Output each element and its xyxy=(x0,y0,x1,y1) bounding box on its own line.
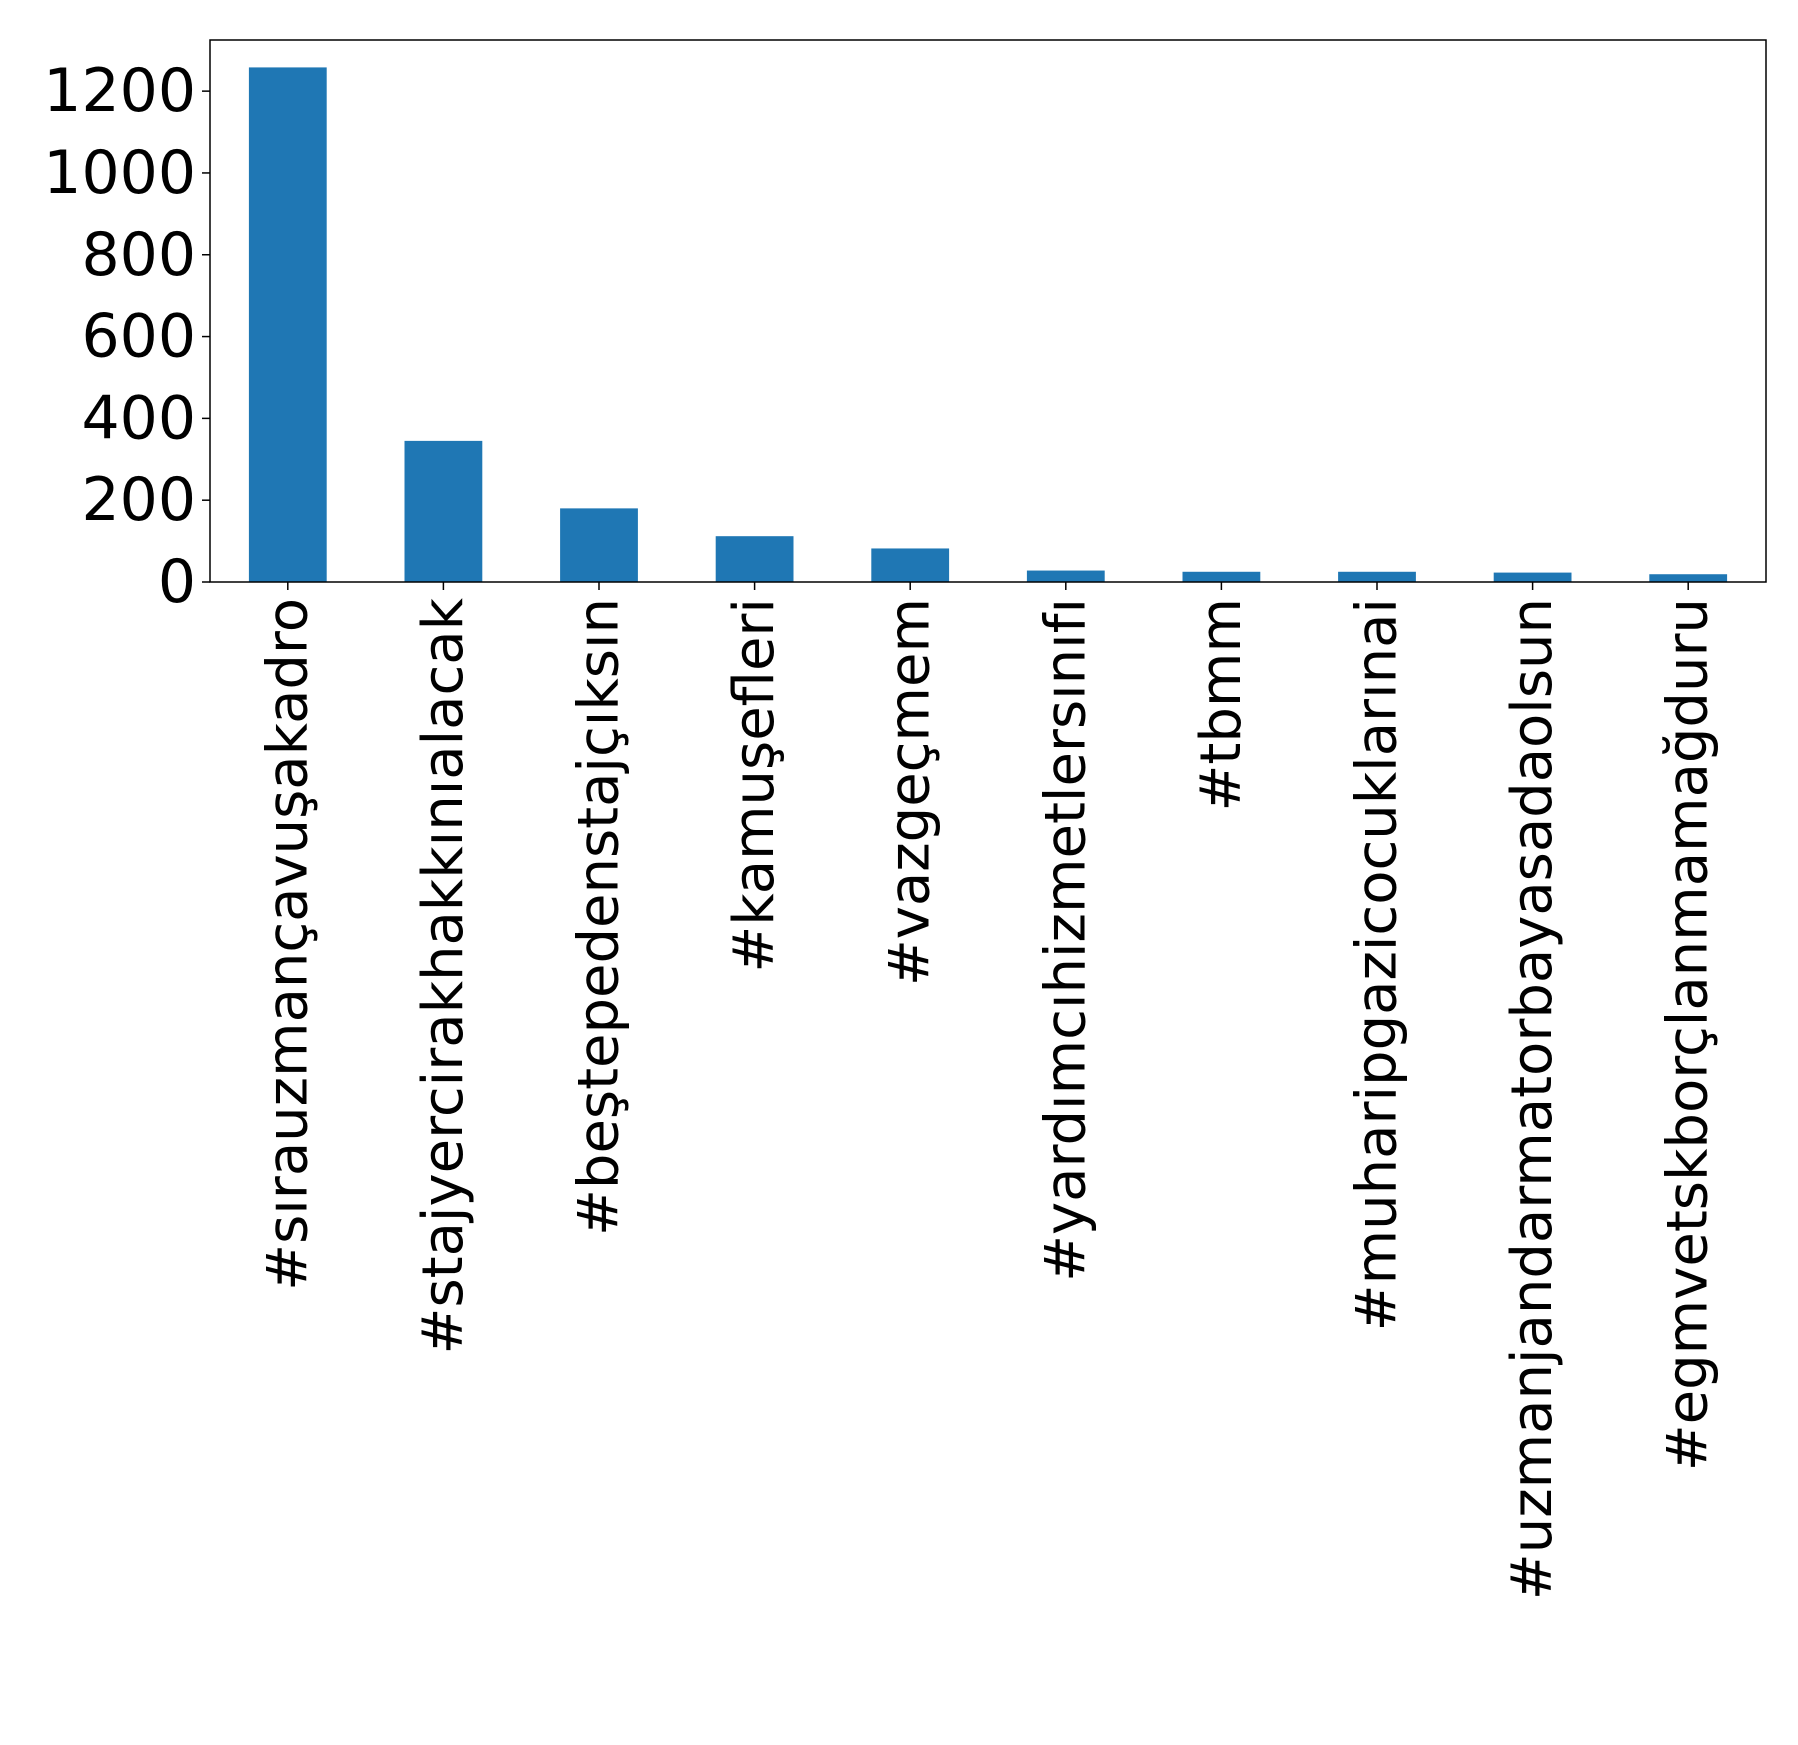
y-tick-label: 800 xyxy=(81,220,196,290)
x-tick-label: #yardımcıhizmetlersınıfı xyxy=(1033,598,1098,1282)
x-tick-label: #sırauzmançavuşakadro xyxy=(255,598,320,1291)
bar xyxy=(1338,571,1416,582)
x-axis: #sırauzmançavuşakadro #stajyercirakhakkın… xyxy=(255,582,1721,1600)
bar xyxy=(715,536,794,582)
bar xyxy=(1182,571,1261,582)
bar xyxy=(560,508,638,582)
x-tick-label: #kamuşefleri xyxy=(722,598,787,973)
bar xyxy=(1493,572,1572,582)
bars-group xyxy=(248,67,1728,582)
x-tick-label: #tbmm xyxy=(1189,598,1254,812)
y-tick-label: 600 xyxy=(81,302,196,372)
bar xyxy=(1649,574,1728,582)
bar xyxy=(248,67,327,582)
y-tick-label: 200 xyxy=(81,465,196,535)
y-tick-label: 1200 xyxy=(43,56,196,126)
bar xyxy=(871,548,950,582)
x-tick-label: #uzmanjandarmatorbayasadaolsun xyxy=(1500,598,1565,1600)
y-axis: 0 200 400 600 800 1000 1200 xyxy=(43,56,210,617)
bar xyxy=(1026,570,1105,582)
y-tick-label: 0 xyxy=(158,547,196,617)
y-tick-label: 1000 xyxy=(43,138,196,208)
x-tick-label: #beştepedenstajçıksın xyxy=(567,598,632,1236)
plot-frame xyxy=(209,39,1767,583)
x-tick-label: #vazgeçmem xyxy=(878,598,943,986)
bar xyxy=(404,440,483,582)
x-tick-label: #stajyercirakhakkınıalacak xyxy=(411,597,476,1354)
x-tick-label: #muharipgazicocuklarınai xyxy=(1345,598,1410,1331)
y-tick-label: 400 xyxy=(81,383,196,453)
x-tick-label: #egmvetskborçlanmamağduru xyxy=(1656,598,1721,1471)
